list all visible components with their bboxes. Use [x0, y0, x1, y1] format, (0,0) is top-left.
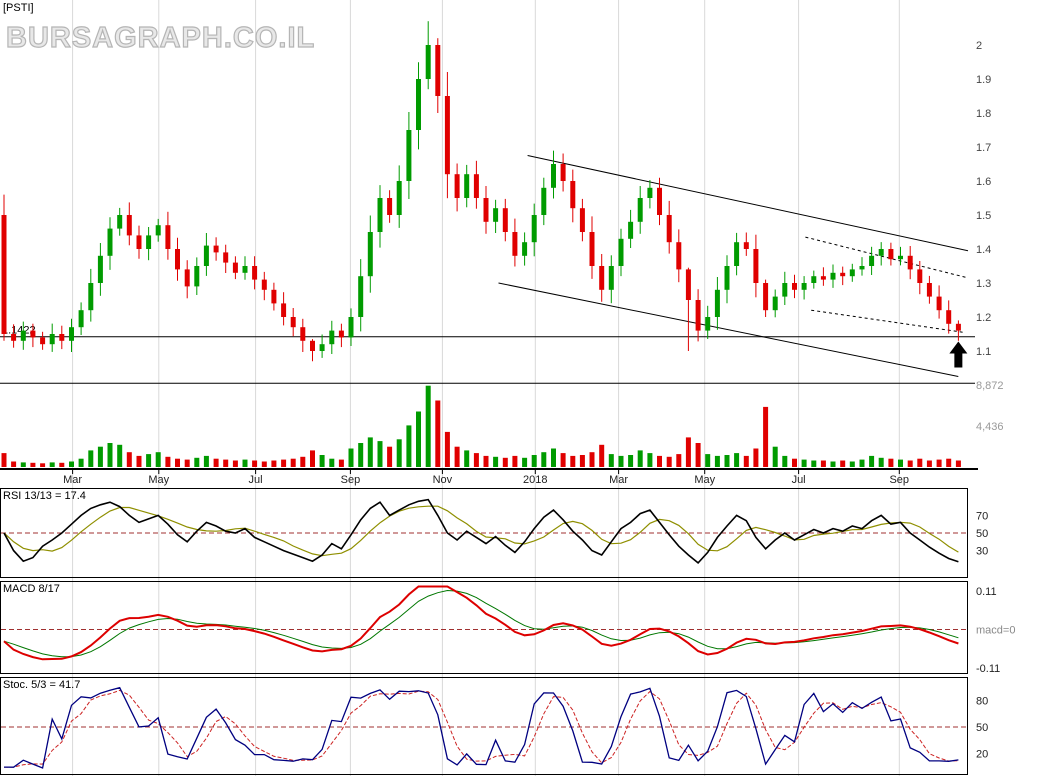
x-axis-label: Nov [433, 474, 453, 486]
price-axis-label: 1.6 [976, 176, 991, 188]
rsi-signal-line [3, 505, 959, 557]
stoch-d-line [4, 689, 959, 768]
candlesticks [1, 21, 961, 362]
x-axis-label: Jul [792, 474, 806, 486]
panel-borders [0, 488, 968, 775]
volume-axis-label: 4,436 [976, 421, 1004, 433]
rsi-axis-label: 30 [976, 546, 988, 558]
price-axis-label: 1.1 [976, 346, 991, 358]
macd-panel-label: MACD 8/17 [3, 583, 60, 595]
ticker-label: [PSTI] [3, 2, 34, 14]
price-axis-label: 1.2 [976, 312, 991, 324]
rsi-panel-label: RSI 13/13 = 17.4 [3, 490, 86, 502]
macd-line [3, 585, 959, 661]
volume-axis-label: 8,872 [976, 380, 1004, 392]
y-axis-labels: 2 1.9 1.8 1.7 1.6 1.5 1.4 1.3 1.2 1.1 8,872 4,436 70… [976, 40, 1015, 761]
price-axis-label: 1.5 [976, 210, 991, 222]
x-axis-label: 2018 [523, 474, 547, 486]
x-axis-label: Jul [249, 474, 263, 486]
rsi-axis-label: 70 [976, 510, 988, 522]
x-axis-label: Mar [609, 474, 628, 486]
x-axis-label: Sep [341, 474, 361, 486]
stoch-panel-label: Stoc. 5/3 = 41.7 [3, 679, 81, 691]
watermark: BURSAGRAPH.CO.IL [5, 21, 316, 54]
macd-axis-label: macd=0 [976, 625, 1015, 637]
price-axis-label: 2 [976, 40, 982, 52]
trendlines [498, 155, 969, 377]
x-axis-label: Sep [889, 474, 909, 486]
stoch-k-line [3, 686, 959, 769]
stoch-axis-label: 20 [976, 749, 988, 761]
price-axis-label: 1.7 [976, 142, 991, 154]
macd-axis-label: 0.11 [976, 586, 997, 598]
macd-axis-label: -0.11 [976, 663, 1000, 675]
price-axis-label: 1.4 [976, 244, 991, 256]
x-axis-label: May [694, 474, 715, 486]
macd-signal-line [3, 589, 959, 658]
macd-panel [1, 585, 967, 661]
stoch-panel [1, 686, 967, 769]
arrow-annotation [949, 341, 968, 368]
stoch-axis-label: 50 [976, 722, 988, 734]
x-axis-label: Mar [63, 474, 82, 486]
x-axis: Mar May Jul Sep Nov 2018 Mar May Jul Sep [0, 468, 978, 486]
volume-bars [1, 385, 961, 467]
support-lines: 1.1422 [0, 325, 975, 384]
price-axis-label: 1.9 [976, 74, 991, 86]
vertical-gridlines [72, 0, 900, 776]
x-axis-label: May [148, 474, 169, 486]
support-price-label: 1.1422 [2, 325, 36, 337]
rsi-axis-label: 50 [976, 528, 988, 540]
price-axis-label: 1.3 [976, 278, 991, 290]
rsi-line [3, 498, 959, 564]
stoch-axis-label: 80 [976, 696, 988, 708]
price-axis-label: 1.8 [976, 108, 991, 120]
rsi-panel [1, 498, 967, 564]
